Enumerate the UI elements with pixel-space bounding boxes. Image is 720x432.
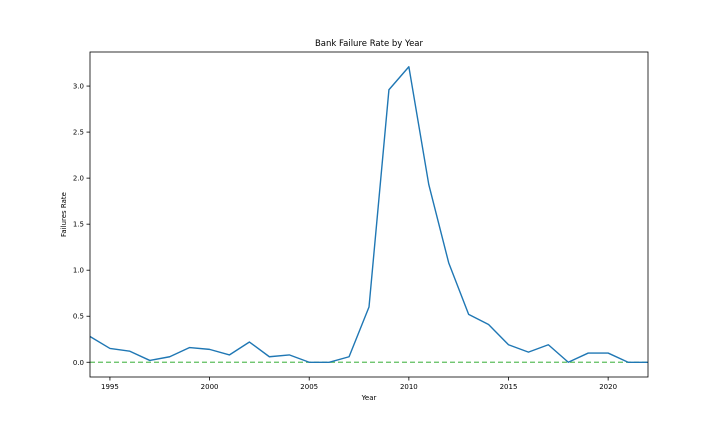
y-tick-label-6: 3.0	[73, 83, 84, 91]
y-tick-label-4: 2.0	[73, 175, 84, 183]
plot-background	[90, 52, 648, 377]
x-axis-label: Year	[361, 394, 377, 402]
chart-title: Bank Failure Rate by Year	[315, 39, 424, 49]
x-tick-label-2005: 2005	[300, 383, 318, 391]
y-tick-label-1: 0.5	[73, 313, 84, 321]
y-tick-label-0: 0.0	[73, 359, 84, 367]
x-tick-label-2015: 2015	[500, 383, 518, 391]
y-tick-label-2: 1.0	[73, 267, 84, 275]
plot-area	[89, 51, 649, 378]
x-tick-label-2010: 2010	[400, 383, 418, 391]
plot-frame	[89, 51, 649, 378]
series-line-0	[89, 66, 648, 363]
x-tick-label-2020: 2020	[599, 383, 617, 391]
y-tick-label-3: 1.5	[73, 221, 84, 229]
x-tick-label-2000: 2000	[201, 383, 219, 391]
series-layer	[89, 66, 648, 363]
y-axis: 0.0 0.5 1.0 1.5 2.0 2.5 3.0	[73, 83, 90, 367]
x-axis: 1995 2000 2005 2010 2015 2020	[101, 377, 617, 391]
y-tick-label-5: 2.5	[73, 129, 84, 137]
y-axis-label: Failures Rate	[60, 192, 68, 237]
x-tick-label-1995: 1995	[101, 383, 119, 391]
